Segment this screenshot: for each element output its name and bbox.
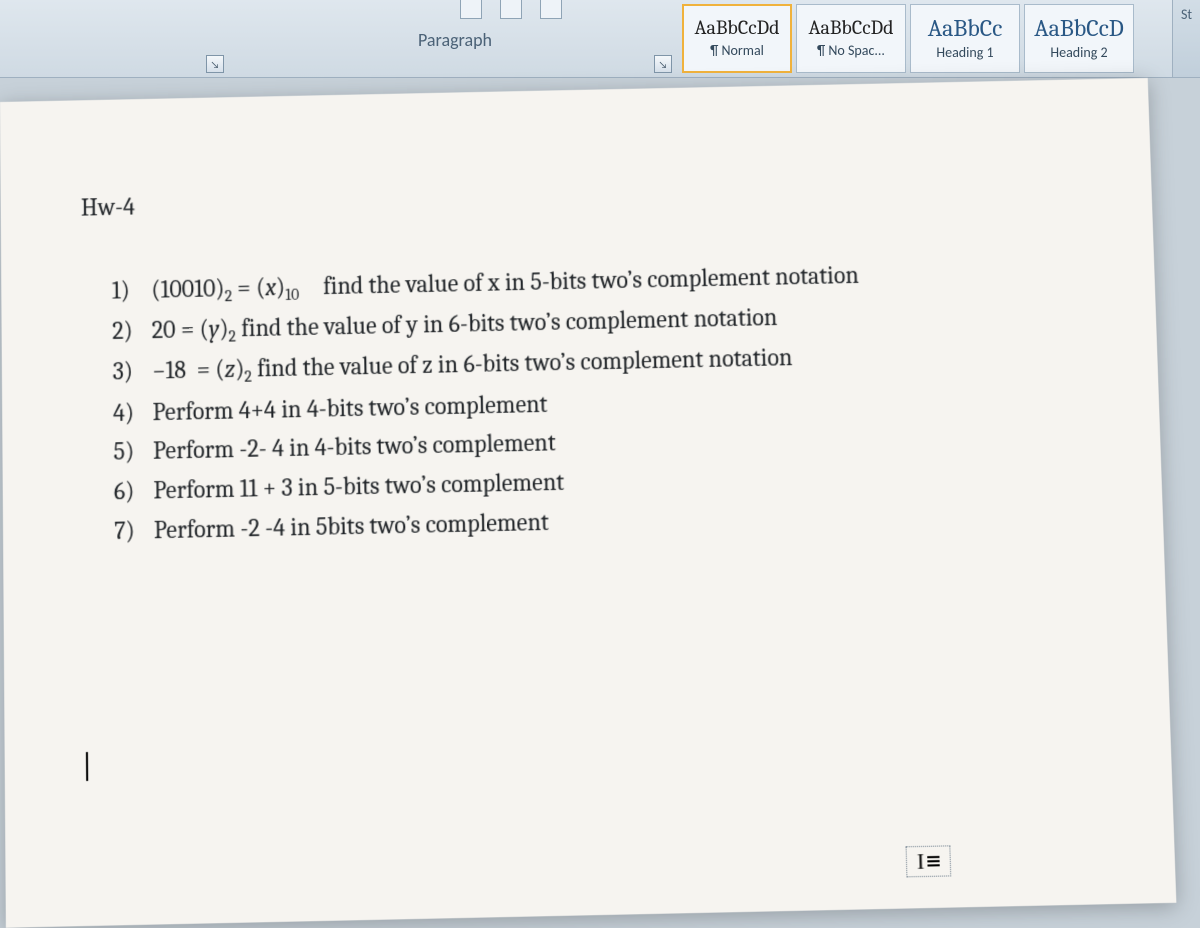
font-dialog-launcher[interactable]: ↘ — [206, 55, 224, 73]
style-tile[interactable]: AaBbCcD Heading 2 — [1024, 4, 1134, 73]
page-content: Hw-4 1) (10010)2 = (x)10 find the value … — [81, 170, 1093, 550]
styles-gallery[interactable]: AaBbCcDd¶ NormalAaBbCcDd¶ No Spac...AaBb… — [680, 0, 1172, 77]
style-tile[interactable]: AaBbCcDd ¶ Normal — [682, 4, 792, 73]
style-sample: AaBbCcDd — [694, 18, 779, 38]
text-cursor — [86, 752, 88, 781]
style-name: ¶ No Spac... — [817, 42, 885, 59]
style-name: Heading 1 — [936, 44, 993, 61]
style-tile[interactable]: AaBbCc Heading 1 — [910, 4, 1020, 73]
style-sample: AaBbCc — [928, 16, 1003, 40]
problem-list: 1) (10010)2 = (x)10 find the value of x … — [82, 253, 1093, 550]
paragraph-group-label: Paragraph — [418, 29, 492, 51]
style-name: ¶ Normal — [710, 42, 764, 59]
ribbon-styles-label-fragment: St — [1172, 0, 1200, 77]
ribbon-icon[interactable] — [540, 0, 562, 19]
paragraph-dialog-launcher[interactable]: ↘ — [654, 55, 672, 73]
page-title: Hw-4 — [81, 170, 1082, 226]
ribbon-icon[interactable] — [500, 0, 522, 19]
ribbon-icon[interactable] — [460, 0, 482, 19]
document-workspace: Hw-4 1) (10010)2 = (x)10 find the value … — [0, 90, 1200, 912]
ribbon-quick-icons — [460, 0, 562, 20]
ribbon-font-group: ↘ — [0, 0, 230, 77]
object-anchor-indicator[interactable]: I — [906, 845, 952, 877]
document-page[interactable]: Hw-4 1) (10010)2 = (x)10 find the value … — [0, 78, 1176, 928]
ribbon: ↘ Paragraph ↘ AaBbCcDd ¶ Normal AaBbCcDd ¶ … — [0, 0, 1200, 78]
ribbon-paragraph-group: Paragraph ↘ — [230, 0, 680, 77]
style-tile[interactable]: AaBbCcDd ¶ No Spac... — [796, 4, 906, 73]
style-name: Heading 2 — [1050, 44, 1107, 61]
style-sample: AaBbCcDd — [808, 18, 893, 38]
style-sample: AaBbCcD — [1034, 16, 1124, 40]
